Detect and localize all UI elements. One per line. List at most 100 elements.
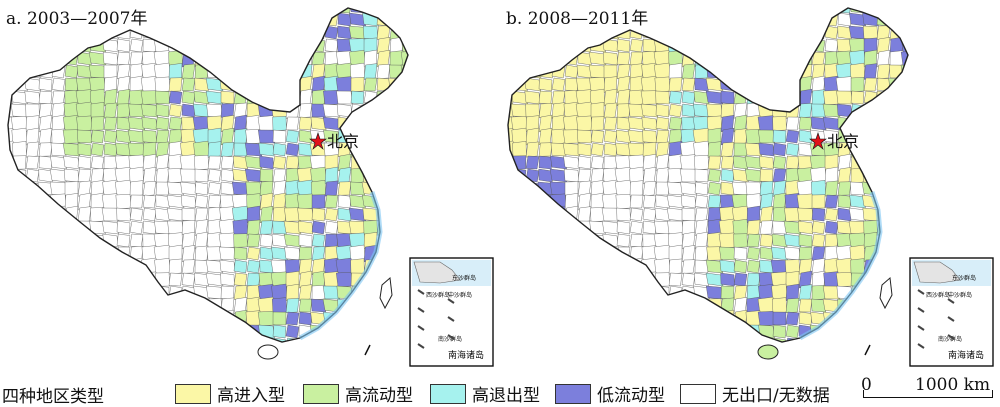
- region-cell: [577, 220, 592, 235]
- region-cell: [8, 219, 14, 236]
- region-cell: [538, 259, 553, 274]
- region-cell: [374, 336, 393, 342]
- region-cell: [324, 233, 339, 248]
- region-cell: [206, 246, 223, 261]
- region-cell: [116, 258, 131, 275]
- region-cell: [207, 12, 222, 27]
- region-cell: [694, 36, 709, 55]
- region-cell: [512, 336, 527, 342]
- region-cell: [746, 259, 761, 274]
- region-cell: [24, 90, 41, 105]
- region-cell: [732, 23, 749, 42]
- region-cell: [508, 64, 514, 79]
- region-cell: [523, 259, 542, 274]
- region-cell: [51, 77, 66, 92]
- region-cell: [508, 77, 514, 92]
- region-cell: [233, 272, 248, 287]
- scale-bar: 0 1000 km: [855, 375, 1000, 407]
- region-cell: [641, 116, 658, 131]
- region-cell: [103, 129, 118, 144]
- region-cell: [589, 271, 606, 288]
- region-cell: [655, 311, 670, 326]
- region-cell: [62, 129, 81, 144]
- region-cell: [732, 37, 749, 54]
- region-cell: [642, 207, 657, 222]
- region-cell: [679, 168, 698, 183]
- country-outline: [507, 7, 909, 343]
- region-cell: [142, 142, 157, 157]
- region-cell: [311, 89, 326, 106]
- region-cell: [642, 142, 657, 157]
- region-cell: [551, 219, 566, 236]
- region-cell: [759, 64, 774, 79]
- region-cell: [336, 90, 353, 105]
- region-cell: [824, 207, 839, 222]
- region-cell: [25, 206, 40, 223]
- region-cell: [576, 259, 593, 274]
- region-cell: [824, 194, 839, 209]
- region-cell: [272, 206, 287, 223]
- region-cell: [837, 324, 852, 339]
- inset-label: 西沙群岛: [426, 291, 450, 299]
- region-cell: [207, 168, 222, 183]
- region-cell: [207, 310, 222, 327]
- region-cell: [311, 8, 326, 15]
- region-cell: [284, 207, 301, 222]
- region-cell: [876, 8, 891, 14]
- region-cell: [128, 103, 145, 118]
- region-cell: [759, 155, 774, 170]
- region-cell: [707, 155, 722, 170]
- region-cell: [168, 103, 183, 118]
- region-cell: [785, 129, 800, 144]
- region-cell: [590, 116, 605, 131]
- region-cell: [51, 324, 66, 339]
- region-cell: [25, 337, 40, 342]
- region-cell: [525, 337, 540, 342]
- region-cell: [23, 259, 42, 274]
- region-cell: [349, 194, 366, 209]
- region-cell: [350, 116, 365, 131]
- region-cell: [616, 207, 631, 222]
- region-cell: [916, 103, 929, 118]
- region-cell: [720, 181, 735, 196]
- region-cell: [564, 51, 579, 66]
- region-cell: [783, 220, 802, 235]
- region-cell: [297, 25, 314, 40]
- region-cell: [824, 8, 839, 14]
- region-cell: [389, 8, 404, 14]
- region-cell: [733, 246, 748, 261]
- region-cell: [746, 246, 761, 261]
- region-cell: [363, 298, 378, 313]
- region-cell: [759, 246, 774, 261]
- region-cell: [707, 36, 722, 55]
- region-cell: [824, 337, 839, 342]
- region-cell: [181, 103, 196, 118]
- region-cell: [89, 271, 106, 288]
- region-cell: [270, 64, 289, 79]
- region-cell: [875, 311, 892, 326]
- region-cell: [523, 246, 542, 261]
- region-cell: [550, 155, 567, 170]
- region-cell: [889, 246, 904, 261]
- region-cell: [103, 64, 118, 79]
- region-cell: [744, 142, 763, 157]
- region-cell: [719, 12, 736, 27]
- region-cell: [168, 258, 183, 275]
- region-cell: [401, 77, 408, 92]
- region-cell: [564, 259, 579, 274]
- region-cell: [246, 38, 261, 53]
- region-cell: [24, 36, 41, 55]
- region-cell: [376, 64, 391, 79]
- region-cell: [719, 246, 736, 261]
- region-cell: [524, 232, 541, 249]
- region-cell: [655, 116, 670, 131]
- region-cell: [245, 8, 262, 14]
- panel-title: b. 2008—2011年: [506, 9, 649, 29]
- region-cell: [8, 49, 14, 68]
- region-cell: [707, 322, 722, 341]
- region-cell: [64, 233, 79, 248]
- region-cell: [311, 103, 326, 118]
- region-cell: [615, 337, 632, 342]
- region-cell: [259, 77, 274, 92]
- region-cell: [90, 129, 105, 144]
